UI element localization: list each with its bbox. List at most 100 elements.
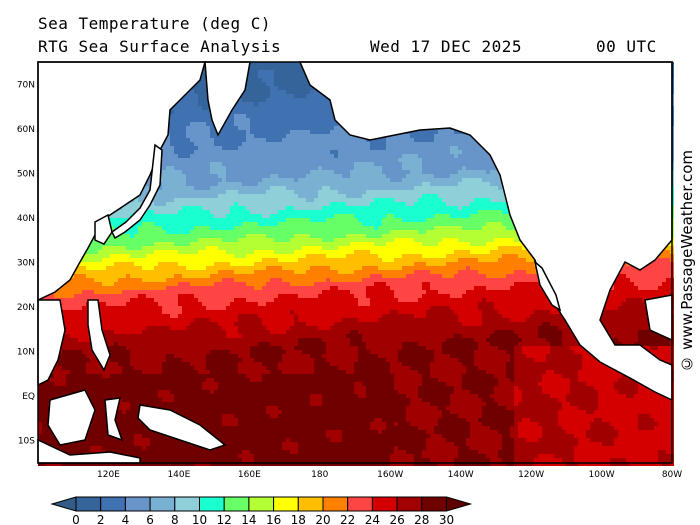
sst-cell: [278, 110, 282, 114]
sst-cell: [398, 170, 402, 174]
sst-cell: [410, 182, 414, 186]
sst-cell: [262, 182, 266, 186]
sst-cell: [274, 98, 278, 102]
sst-cell: [334, 142, 338, 146]
sst-cell: [454, 134, 458, 138]
sst-cell: [230, 142, 234, 146]
sst-cell: [226, 126, 230, 130]
sst-cell: [310, 106, 314, 110]
sst-cell: [478, 158, 482, 162]
sst-cell: [178, 102, 182, 106]
sst-cell: [434, 134, 438, 138]
sst-cell: [198, 122, 202, 126]
sst-cell: [254, 74, 258, 78]
sst-cell: [482, 174, 486, 178]
sst-cell: [370, 178, 374, 182]
sst-cell: [194, 98, 198, 102]
sst-cell: [302, 178, 306, 182]
sst-cell: [442, 142, 446, 146]
sst-cell: [230, 130, 234, 134]
sst-cell: [310, 158, 314, 162]
sst-cell: [194, 118, 198, 122]
sst-cell: [218, 138, 222, 142]
sst-cell: [458, 166, 462, 170]
sst-cell: [182, 114, 186, 118]
sst-cell: [214, 182, 218, 186]
sst-cell: [206, 154, 210, 158]
sst-cell: [190, 150, 194, 154]
sst-cell: [270, 182, 274, 186]
sst-cell: [298, 82, 302, 86]
sst-cell: [394, 166, 398, 170]
sst-cell: [402, 174, 406, 178]
sst-cell: [190, 162, 194, 166]
sst-cell: [174, 170, 178, 174]
sst-cell: [458, 142, 462, 146]
sst-cell: [282, 86, 286, 90]
sst-cell: [258, 174, 262, 178]
sst-cell: [254, 154, 258, 158]
sst-cell: [294, 110, 298, 114]
sst-cell: [350, 142, 354, 146]
sst-cell: [242, 162, 246, 166]
sst-cell: [274, 62, 278, 66]
sst-cell: [306, 182, 310, 186]
sst-cell: [234, 126, 238, 130]
sst-cell: [322, 166, 326, 170]
sst-cell: [242, 170, 246, 174]
sst-cell: [262, 94, 266, 98]
sst-cell: [486, 166, 490, 170]
sst-cell: [398, 150, 402, 154]
sst-cell: [194, 138, 198, 142]
sst-cell: [198, 158, 202, 162]
sst-cell: [258, 106, 262, 110]
sst-cell: [422, 142, 426, 146]
sst-cell: [454, 146, 458, 150]
sst-cell: [310, 178, 314, 182]
sst-cell: [234, 122, 238, 126]
sst-cell: [206, 178, 210, 182]
sst-cell: [334, 162, 338, 166]
sst-cell: [390, 178, 394, 182]
sst-cell: [318, 134, 322, 138]
sst-cell: [254, 146, 258, 150]
sst-cell: [398, 154, 402, 158]
sst-cell: [318, 122, 322, 126]
sst-cell: [210, 162, 214, 166]
sst-cell: [490, 162, 494, 166]
sst-cell: [258, 102, 262, 106]
sst-cell: [318, 146, 322, 150]
sst-cell: [202, 90, 206, 94]
sst-cell: [294, 150, 298, 154]
sst-cell: [258, 98, 262, 102]
sst-cell: [234, 166, 238, 170]
sst-cell: [294, 102, 298, 106]
sst-cell: [306, 106, 310, 110]
sst-cell: [382, 170, 386, 174]
sst-cell: [474, 174, 478, 178]
sst-cell: [422, 150, 426, 154]
sst-cell: [322, 134, 326, 138]
sst-cell: [278, 162, 282, 166]
sst-cell: [246, 138, 250, 142]
sst-cell: [302, 162, 306, 166]
sst-cell: [390, 170, 394, 174]
sst-cell: [266, 62, 270, 66]
sst-cell: [286, 162, 290, 166]
sst-cell: [290, 134, 294, 138]
sst-cell: [286, 98, 290, 102]
sst-cell: [422, 154, 426, 158]
sst-cell: [294, 122, 298, 126]
sst-cell: [330, 158, 334, 162]
sst-cell: [314, 150, 318, 154]
sst-cell: [414, 150, 418, 154]
sst-cell: [430, 150, 434, 154]
sst-cell: [266, 162, 270, 166]
sst-cell: [234, 106, 238, 110]
sst-cell: [494, 178, 498, 182]
sst-cell: [294, 94, 298, 98]
map-subtitle: RTG Sea Surface Analysis: [38, 37, 282, 56]
sst-cell: [270, 78, 274, 82]
sst-cell: [458, 178, 462, 182]
sst-cell: [222, 158, 226, 162]
